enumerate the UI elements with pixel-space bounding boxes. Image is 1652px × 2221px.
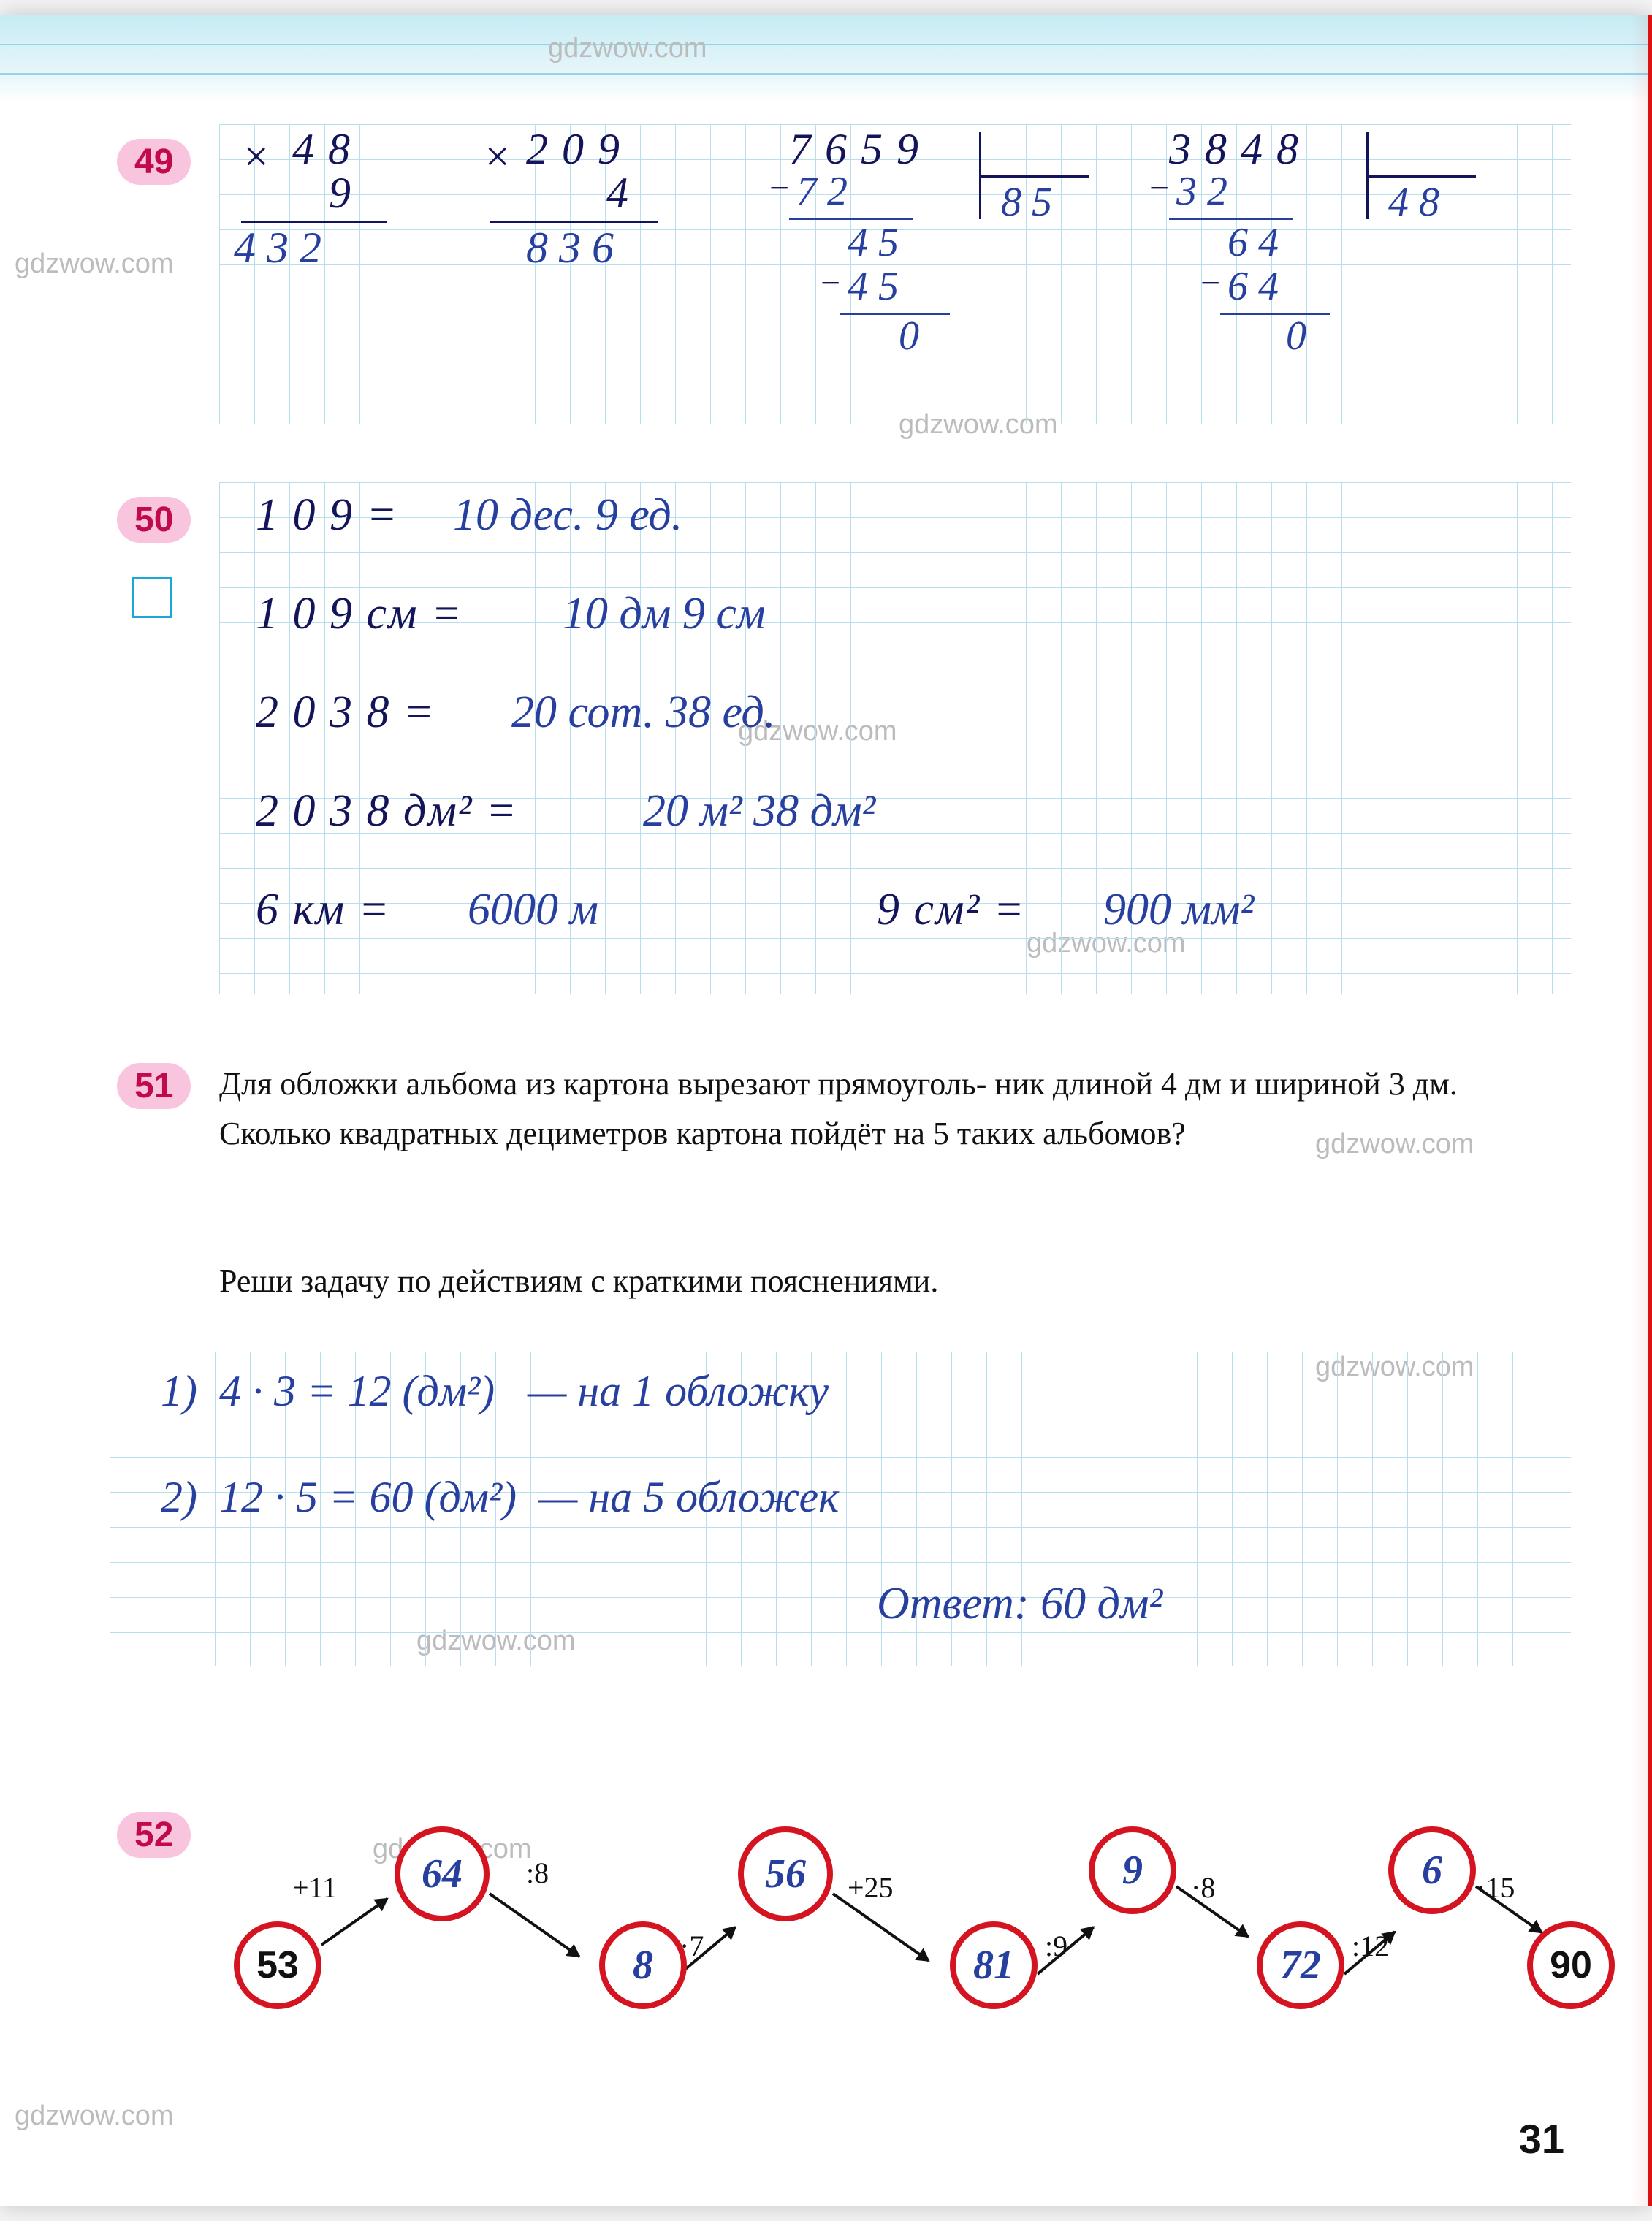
p49-div2-r2: 6 4 — [1227, 263, 1279, 310]
p50-l3-p: 2 0 3 8 = — [256, 687, 435, 739]
p49-div2-minus1: − — [1147, 168, 1172, 208]
p50-l5a-p: 6 км = — [256, 884, 390, 936]
watermark: gdzwow.com — [15, 248, 174, 280]
chain-node-value: 53 — [256, 1943, 299, 1987]
p49-div2-r1: 6 4 — [1227, 219, 1279, 266]
p50-l3-h: 20 сот. 38 ед. — [511, 687, 775, 739]
chain-node-value: 8 — [633, 1942, 653, 1989]
p49-mul1-b: 9 — [329, 168, 352, 218]
p49-mul2-b: 4 — [606, 168, 630, 218]
badge-49: 49 — [117, 139, 191, 185]
chain-op-label: +11 — [292, 1870, 337, 1905]
chain-node: 90 — [1527, 1921, 1615, 2009]
chain-node: 64 — [395, 1826, 490, 1921]
p51-text2: Реши задачу по действиям с краткими пояс… — [219, 1257, 1549, 1306]
p50-l5b-p: 9 см² = — [877, 884, 1026, 936]
p50-l5b-h: 900 мм² — [1103, 884, 1254, 936]
p49-div1-q: 8 5 — [1001, 179, 1052, 226]
p49-mul2-sign: × — [482, 132, 514, 182]
chain-node: 56 — [738, 1826, 833, 1921]
page-right-border — [1648, 15, 1652, 2206]
chain-node-value: 72 — [1280, 1942, 1321, 1989]
p49-mul2-res: 8 3 6 — [526, 223, 614, 273]
chain-op-label: :9 — [1045, 1929, 1067, 1963]
chain-node: 72 — [1257, 1921, 1344, 2009]
chain-node: 81 — [950, 1921, 1038, 2009]
chain-node: 9 — [1089, 1826, 1176, 1914]
p49-div1-r2: 4 5 — [848, 263, 899, 310]
badge-50: 50 — [117, 497, 191, 543]
chain-node-value: 6 — [1422, 1847, 1442, 1894]
p49-div2-l2 — [1220, 313, 1330, 315]
p50-l5a-h: 6000 м — [468, 884, 598, 936]
p49-div2-minus2: − — [1198, 263, 1223, 303]
chain-op-label: :12 — [1352, 1929, 1389, 1963]
p49-div2-dividend: 3 8 4 8 — [1169, 124, 1300, 175]
chain-node-value: 9 — [1122, 1847, 1143, 1894]
p49-div1-dividend: 7 6 5 9 — [789, 124, 920, 175]
p49-mul1-a: 4 8 — [292, 124, 351, 175]
p50-l2-h: 10 дм 9 см — [563, 588, 766, 640]
page-number: 31 — [1519, 2115, 1564, 2163]
p49-div2-q: 4 8 — [1388, 179, 1439, 226]
p49-mul1-sign: × — [241, 132, 273, 182]
p51-sol2: 2) 12 · 5 = 60 (дм²) — на 5 обложек — [161, 1472, 839, 1523]
p49-div2-hline — [1366, 175, 1476, 178]
p50-l1-h: 10 дес. 9 ед. — [453, 489, 682, 541]
p49-div1-minus2: − — [818, 263, 843, 303]
chain-op-label: +25 — [848, 1870, 894, 1905]
p51-answer: Ответ: 60 дм² — [877, 1578, 1162, 1630]
p51-sol1: 1) 4 · 3 = 12 (дм²) — на 1 обложку — [161, 1366, 829, 1417]
watermark: gdzwow.com — [15, 2100, 174, 2132]
p50-l2-p: 1 0 9 см = — [256, 588, 463, 640]
chain-arrow — [321, 1897, 388, 1946]
checkbox-50[interactable] — [132, 577, 172, 618]
badge-51: 51 — [117, 1063, 191, 1109]
p50-l4-h: 20 м² 38 дм² — [643, 785, 875, 837]
chain-arrow — [489, 1892, 580, 1957]
p51-text: Для обложки альбома из картона вырезают … — [219, 1059, 1549, 1159]
chain-node: 8 — [599, 1921, 687, 2009]
p49-div1-r1: 4 5 — [848, 219, 899, 266]
chain-op-label: ·8 — [1191, 1870, 1215, 1905]
p49-div1-minus1: − — [767, 168, 792, 208]
p49-div1-hline — [979, 175, 1089, 178]
badge-52: 52 — [117, 1812, 191, 1858]
workbook-page: gdzwow.comgdzwow.comgdzwow.comgdzwow.com… — [0, 15, 1652, 2206]
chain-node: 6 — [1388, 1826, 1476, 1914]
p49-mul2-a: 2 0 9 — [526, 124, 621, 175]
p49-div2-d1: 3 2 — [1176, 168, 1227, 215]
chain-op-label: ·15 — [1476, 1870, 1515, 1905]
p49-div1-r3: 0 — [899, 313, 919, 359]
chain-node: 53 — [234, 1921, 321, 2009]
chain-node-value: 81 — [973, 1942, 1014, 1989]
p49-div2-r3: 0 — [1286, 313, 1306, 359]
chain-node-value: 90 — [1550, 1943, 1592, 1987]
page-top-decoration — [0, 15, 1652, 102]
chain-node-value: 64 — [422, 1851, 463, 1897]
p50-l1-p: 1 0 9 = — [256, 489, 398, 541]
p50-l4-p: 2 0 3 8 дм² = — [256, 785, 518, 837]
p49-mul1-res: 4 3 2 — [234, 223, 321, 273]
chain-op-label: :8 — [526, 1856, 549, 1890]
chain-node-value: 56 — [765, 1851, 806, 1897]
p49-div1-d1: 7 2 — [796, 168, 848, 215]
p49-div1-l2 — [840, 313, 950, 315]
